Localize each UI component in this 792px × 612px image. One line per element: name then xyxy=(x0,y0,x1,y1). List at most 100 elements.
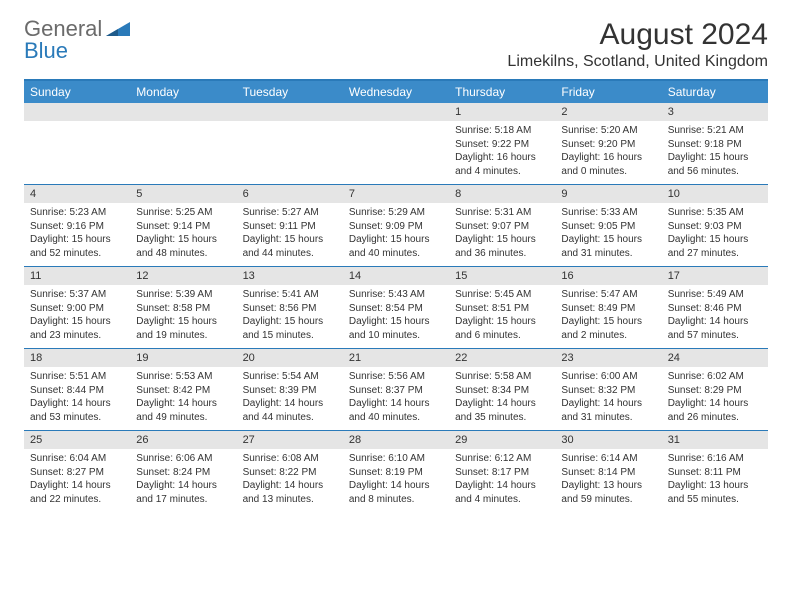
day-cell: 5Sunrise: 5:25 AMSunset: 9:14 PMDaylight… xyxy=(130,185,236,267)
sunset-text: Sunset: 8:34 PM xyxy=(455,384,549,398)
day-cell: 4Sunrise: 5:23 AMSunset: 9:16 PMDaylight… xyxy=(24,185,130,267)
day-cell: 25Sunrise: 6:04 AMSunset: 8:27 PMDayligh… xyxy=(24,431,130,513)
sunrise-text: Sunrise: 5:27 AM xyxy=(243,206,337,220)
day-info: Sunrise: 5:49 AMSunset: 8:46 PMDaylight:… xyxy=(662,285,768,348)
week-row: 25Sunrise: 6:04 AMSunset: 8:27 PMDayligh… xyxy=(24,431,768,513)
day-info: Sunrise: 5:23 AMSunset: 9:16 PMDaylight:… xyxy=(24,203,130,266)
day-cell: 2Sunrise: 5:20 AMSunset: 9:20 PMDaylight… xyxy=(555,103,661,185)
day-number: 19 xyxy=(130,349,236,367)
day-header: Wednesday xyxy=(343,80,449,103)
day-cell: 20Sunrise: 5:54 AMSunset: 8:39 PMDayligh… xyxy=(237,349,343,431)
daylight-text: Daylight: 14 hours and 17 minutes. xyxy=(136,479,230,506)
day-info: Sunrise: 5:33 AMSunset: 9:05 PMDaylight:… xyxy=(555,203,661,266)
day-info: Sunrise: 5:21 AMSunset: 9:18 PMDaylight:… xyxy=(662,121,768,184)
sunrise-text: Sunrise: 5:39 AM xyxy=(136,288,230,302)
day-cell: 19Sunrise: 5:53 AMSunset: 8:42 PMDayligh… xyxy=(130,349,236,431)
sunrise-text: Sunrise: 6:02 AM xyxy=(668,370,762,384)
sunrise-text: Sunrise: 5:18 AM xyxy=(455,124,549,138)
day-number: 27 xyxy=(237,431,343,449)
daylight-text: Daylight: 15 hours and 6 minutes. xyxy=(455,315,549,342)
day-cell xyxy=(237,103,343,185)
daylight-text: Daylight: 14 hours and 26 minutes. xyxy=(668,397,762,424)
sunrise-text: Sunrise: 5:20 AM xyxy=(561,124,655,138)
daylight-text: Daylight: 15 hours and 56 minutes. xyxy=(668,151,762,178)
sunrise-text: Sunrise: 6:10 AM xyxy=(349,452,443,466)
sunset-text: Sunset: 8:39 PM xyxy=(243,384,337,398)
day-number: 3 xyxy=(662,103,768,121)
sunset-text: Sunset: 8:58 PM xyxy=(136,302,230,316)
daylight-text: Daylight: 14 hours and 22 minutes. xyxy=(30,479,124,506)
sunset-text: Sunset: 8:49 PM xyxy=(561,302,655,316)
day-cell: 15Sunrise: 5:45 AMSunset: 8:51 PMDayligh… xyxy=(449,267,555,349)
day-number: 16 xyxy=(555,267,661,285)
day-number: 1 xyxy=(449,103,555,121)
daylight-text: Daylight: 13 hours and 59 minutes. xyxy=(561,479,655,506)
daylight-text: Daylight: 15 hours and 40 minutes. xyxy=(349,233,443,260)
day-info: Sunrise: 6:02 AMSunset: 8:29 PMDaylight:… xyxy=(662,367,768,430)
sunset-text: Sunset: 9:00 PM xyxy=(30,302,124,316)
daylight-text: Daylight: 15 hours and 10 minutes. xyxy=(349,315,443,342)
daylight-text: Daylight: 15 hours and 36 minutes. xyxy=(455,233,549,260)
daylight-text: Daylight: 16 hours and 0 minutes. xyxy=(561,151,655,178)
day-header: Saturday xyxy=(662,80,768,103)
title-block: August 2024 Limekilns, Scotland, United … xyxy=(507,18,768,71)
day-cell: 27Sunrise: 6:08 AMSunset: 8:22 PMDayligh… xyxy=(237,431,343,513)
day-cell: 16Sunrise: 5:47 AMSunset: 8:49 PMDayligh… xyxy=(555,267,661,349)
day-number: 31 xyxy=(662,431,768,449)
day-info: Sunrise: 6:12 AMSunset: 8:17 PMDaylight:… xyxy=(449,449,555,512)
day-number: 25 xyxy=(24,431,130,449)
day-number: 10 xyxy=(662,185,768,203)
daylight-text: Daylight: 14 hours and 8 minutes. xyxy=(349,479,443,506)
day-info: Sunrise: 5:35 AMSunset: 9:03 PMDaylight:… xyxy=(662,203,768,266)
calendar-page: General Blue August 2024 Limekilns, Scot… xyxy=(0,0,792,530)
day-number: 22 xyxy=(449,349,555,367)
calendar-body: 1Sunrise: 5:18 AMSunset: 9:22 PMDaylight… xyxy=(24,103,768,512)
day-info: Sunrise: 5:37 AMSunset: 9:00 PMDaylight:… xyxy=(24,285,130,348)
day-info: Sunrise: 5:18 AMSunset: 9:22 PMDaylight:… xyxy=(449,121,555,184)
day-cell: 23Sunrise: 6:00 AMSunset: 8:32 PMDayligh… xyxy=(555,349,661,431)
day-number: 11 xyxy=(24,267,130,285)
day-info: Sunrise: 5:39 AMSunset: 8:58 PMDaylight:… xyxy=(130,285,236,348)
daylight-text: Daylight: 15 hours and 19 minutes. xyxy=(136,315,230,342)
sunset-text: Sunset: 8:11 PM xyxy=(668,466,762,480)
day-cell: 8Sunrise: 5:31 AMSunset: 9:07 PMDaylight… xyxy=(449,185,555,267)
day-number: 29 xyxy=(449,431,555,449)
daylight-text: Daylight: 15 hours and 23 minutes. xyxy=(30,315,124,342)
day-number: 28 xyxy=(343,431,449,449)
day-cell: 14Sunrise: 5:43 AMSunset: 8:54 PMDayligh… xyxy=(343,267,449,349)
day-number xyxy=(130,103,236,121)
day-header: Thursday xyxy=(449,80,555,103)
sunset-text: Sunset: 9:22 PM xyxy=(455,138,549,152)
sunset-text: Sunset: 9:05 PM xyxy=(561,220,655,234)
day-cell: 3Sunrise: 5:21 AMSunset: 9:18 PMDaylight… xyxy=(662,103,768,185)
day-number: 17 xyxy=(662,267,768,285)
brand-text: General Blue xyxy=(24,18,102,62)
day-number: 12 xyxy=(130,267,236,285)
daylight-text: Daylight: 15 hours and 27 minutes. xyxy=(668,233,762,260)
day-number: 7 xyxy=(343,185,449,203)
day-info: Sunrise: 5:43 AMSunset: 8:54 PMDaylight:… xyxy=(343,285,449,348)
sunrise-text: Sunrise: 5:51 AM xyxy=(30,370,124,384)
week-row: 1Sunrise: 5:18 AMSunset: 9:22 PMDaylight… xyxy=(24,103,768,185)
day-info: Sunrise: 5:29 AMSunset: 9:09 PMDaylight:… xyxy=(343,203,449,266)
sunrise-text: Sunrise: 5:37 AM xyxy=(30,288,124,302)
day-header: Friday xyxy=(555,80,661,103)
day-info: Sunrise: 5:51 AMSunset: 8:44 PMDaylight:… xyxy=(24,367,130,430)
day-cell: 29Sunrise: 6:12 AMSunset: 8:17 PMDayligh… xyxy=(449,431,555,513)
sunset-text: Sunset: 9:07 PM xyxy=(455,220,549,234)
daylight-text: Daylight: 14 hours and 4 minutes. xyxy=(455,479,549,506)
day-cell: 31Sunrise: 6:16 AMSunset: 8:11 PMDayligh… xyxy=(662,431,768,513)
daylight-text: Daylight: 14 hours and 13 minutes. xyxy=(243,479,337,506)
sunset-text: Sunset: 9:20 PM xyxy=(561,138,655,152)
day-info: Sunrise: 5:27 AMSunset: 9:11 PMDaylight:… xyxy=(237,203,343,266)
sunrise-text: Sunrise: 6:14 AM xyxy=(561,452,655,466)
sunset-text: Sunset: 8:46 PM xyxy=(668,302,762,316)
day-cell xyxy=(24,103,130,185)
day-cell: 22Sunrise: 5:58 AMSunset: 8:34 PMDayligh… xyxy=(449,349,555,431)
day-info: Sunrise: 5:20 AMSunset: 9:20 PMDaylight:… xyxy=(555,121,661,184)
day-info: Sunrise: 5:41 AMSunset: 8:56 PMDaylight:… xyxy=(237,285,343,348)
sunset-text: Sunset: 8:19 PM xyxy=(349,466,443,480)
sunset-text: Sunset: 8:22 PM xyxy=(243,466,337,480)
day-info: Sunrise: 6:06 AMSunset: 8:24 PMDaylight:… xyxy=(130,449,236,512)
daylight-text: Daylight: 16 hours and 4 minutes. xyxy=(455,151,549,178)
